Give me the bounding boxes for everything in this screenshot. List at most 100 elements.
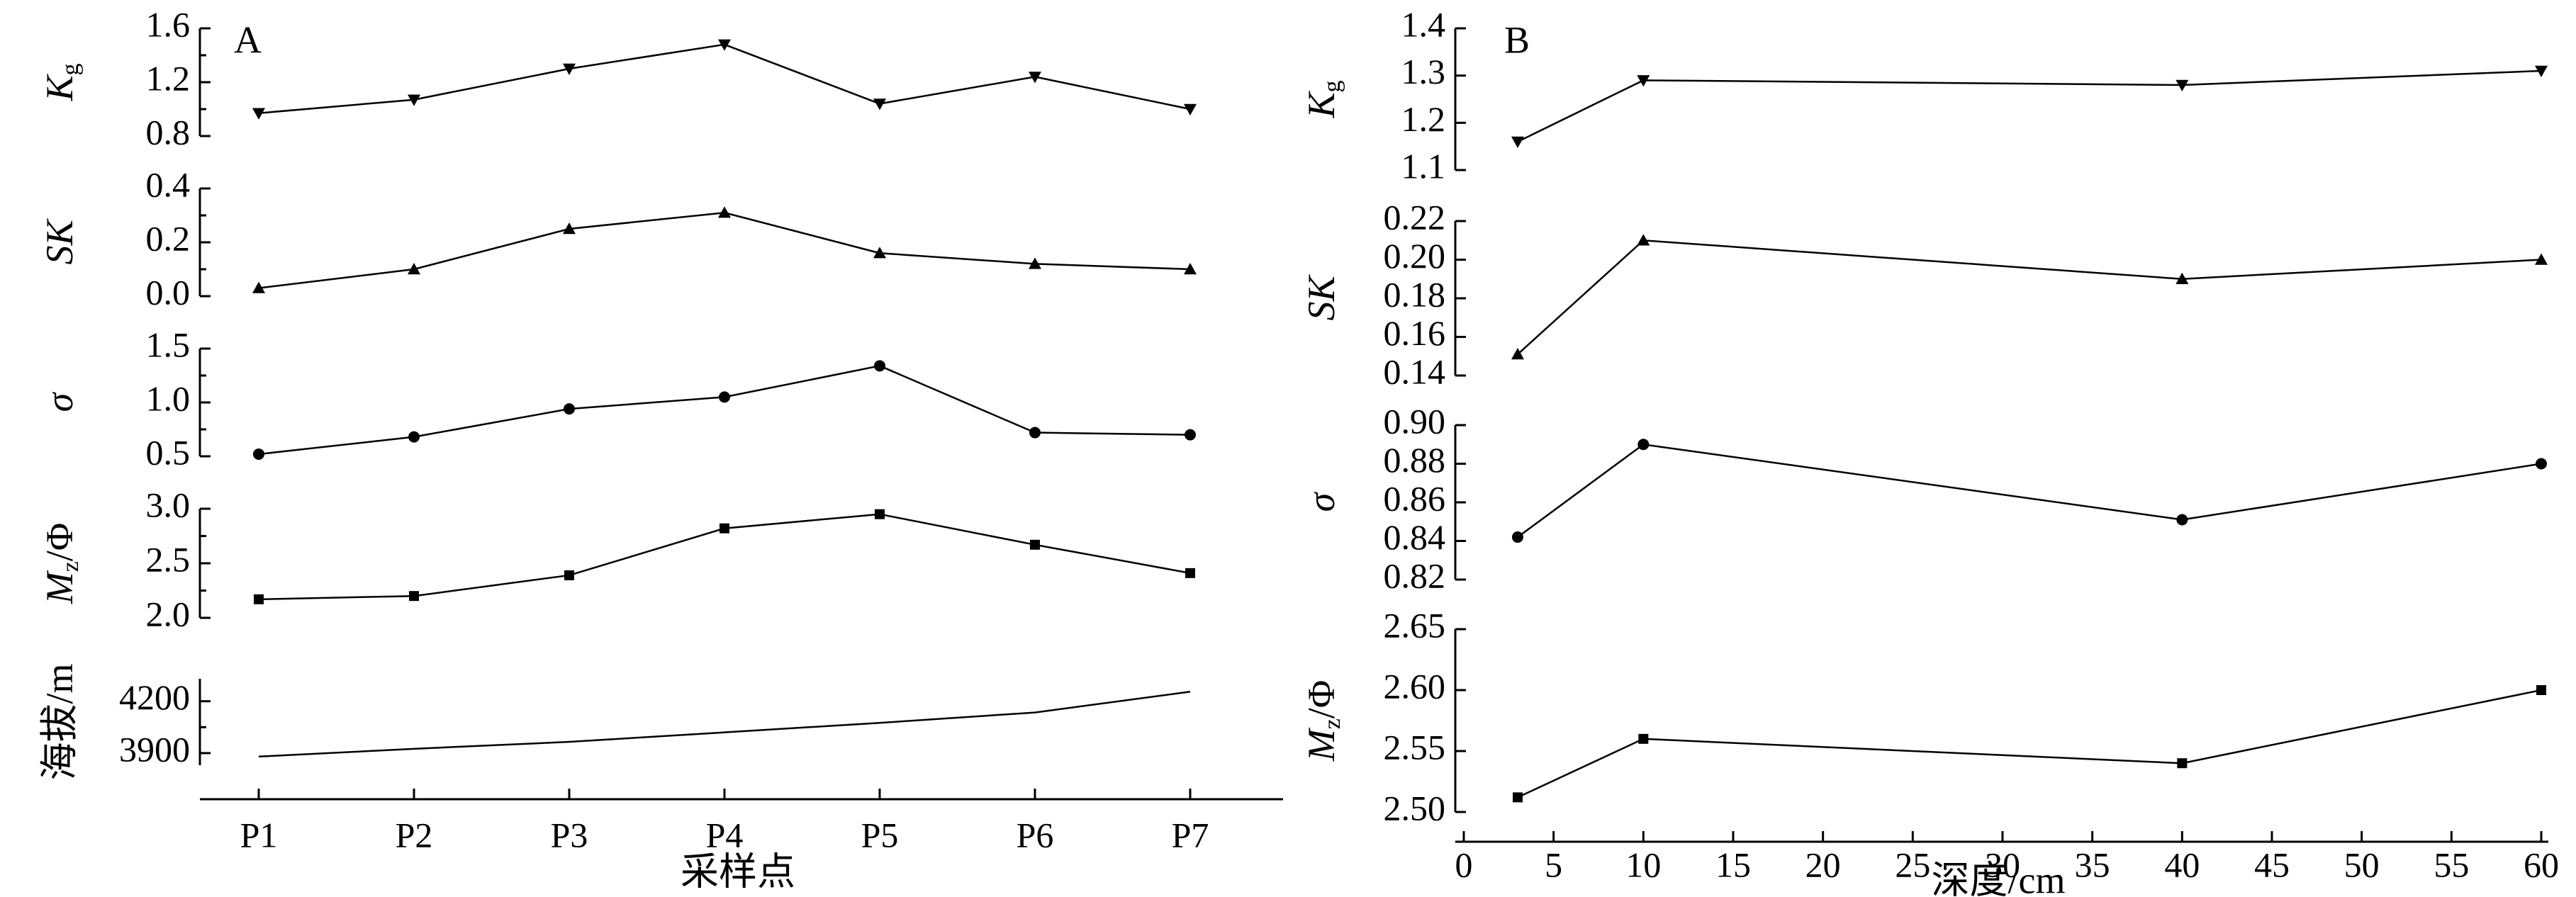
data-point [718,206,731,218]
y-axis-label-main: K [1300,91,1343,119]
y-tick-label: 2.60 [1384,666,1446,706]
data-point [1184,103,1197,115]
y-tick-label: 0.2 [146,218,191,258]
y-axis-label-main: SK [38,218,81,265]
data-point [252,281,265,293]
series-line [258,43,1191,114]
x-axis-label: 深度/cm [1932,859,2066,897]
data-point [718,39,731,51]
y-tick-label: 2.55 [1384,727,1446,767]
x-tick-label: 55 [2434,845,2469,884]
y-tick-label: 4200 [119,677,190,717]
data-point [1637,439,1650,451]
panel-letter: A [234,18,262,61]
subplot: 2.0 2.5 3.0 Mz/Φ [38,485,1195,633]
y-axis-label-suffix: /Φ [1300,680,1343,718]
x-tick-label: P3 [551,815,588,854]
series-line [1517,689,2542,799]
data-point [254,594,264,604]
data-point [1029,427,1041,439]
y-tick-label: 1.6 [146,4,191,44]
x-tick-label: P1 [240,815,278,854]
data-point [1511,136,1524,148]
data-point [2535,253,2548,265]
x-axis: P1 P2 P3 P4 P5 P6 P7 采样点 [200,789,1283,893]
data-point [2536,458,2547,470]
data-point [1185,568,1195,578]
data-point [873,247,886,259]
x-tick-label: 60 [2524,845,2559,884]
y-tick-label: 2.50 [1384,788,1446,828]
series-line [258,211,1191,289]
x-tick-label: P5 [861,815,899,854]
data-point [1512,531,1523,543]
subplot: 0.820.840.860.880.90 σ [1300,401,2547,595]
data-point [1029,72,1041,84]
y-tick-label: 1.0 [146,378,191,418]
y-axis-label-subscript: z [1319,718,1345,729]
subplot: 3900 4200 海拔/m [38,663,1191,781]
data-point [564,570,574,580]
data-point [875,509,885,519]
series-line [258,365,1191,456]
series-line [258,691,1191,758]
y-tick-label: 0.22 [1384,197,1446,237]
y-axis-label-subscript: z [57,561,84,572]
data-point [719,523,729,534]
panel-b: B 1.1 1.2 1.3 1.4 Kg 0.140.160.180.200.22 SK 0.8… [1300,4,2559,897]
y-tick-label: 3900 [119,729,190,769]
data-point [408,94,420,106]
data-point [563,63,576,75]
data-point [1029,257,1041,269]
series-line [1517,69,2542,143]
y-tick-label: 0.88 [1384,440,1446,480]
data-point [1185,429,1196,441]
y-tick-label: 1.2 [146,58,191,98]
data-point [2175,79,2189,91]
y-tick-label: 2.5 [146,539,191,579]
y-axis-label-main: K [38,74,81,102]
y-tick-label: 0.90 [1384,401,1446,441]
y-axis-label: SK [38,218,81,265]
data-point [1511,348,1524,360]
y-axis-label: Kg [1300,80,1345,118]
data-point [719,391,730,403]
y-tick-label: 1.2 [1401,99,1446,139]
x-tick-label: 40 [2164,845,2200,884]
subplot: 1.1 1.2 1.3 1.4 Kg [1300,4,2548,186]
y-tick-label: 0.86 [1384,478,1446,518]
data-point [1637,234,1650,246]
y-axis-label: SK [1300,274,1343,321]
data-point [1638,733,1649,744]
x-axis-label: 采样点 [681,850,795,893]
data-point [1184,263,1197,275]
y-tick-label: 0.14 [1384,351,1446,391]
data-point [564,403,575,415]
x-tick-label: 30 [1985,845,2020,884]
y-axis-label-main: M [1300,727,1343,762]
data-point [408,263,420,275]
y-axis-label-subscript: g [1319,80,1345,92]
subplot: 2.50 2.55 2.60 2.65 Mz/Φ [1300,605,2546,828]
x-tick-label: 50 [2344,845,2380,884]
y-tick-label: 0.0 [146,272,191,312]
x-tick-label: 25 [1895,845,1930,884]
data-point [2177,758,2188,769]
x-tick-label: 15 [1715,845,1751,884]
y-tick-label: 0.4 [146,164,191,204]
x-tick-label: 0 [1455,845,1473,884]
data-point [2536,685,2546,695]
data-point [1637,75,1650,87]
data-point [2175,272,2189,284]
data-point [408,431,420,443]
series-line [1517,443,2542,538]
x-tick-label: 35 [2075,845,2110,884]
x-tick-label: P7 [1172,815,1209,854]
subplot: 0.0 0.2 0.4 SK [38,164,1197,312]
y-axis-label-main: M [38,570,81,604]
y-axis-label-main: σ [1300,491,1343,512]
x-tick-label: P6 [1017,815,1054,854]
y-tick-label: 1.5 [146,325,191,364]
subplot: 0.5 1.0 1.5 σ [38,325,1196,472]
y-axis-label: σ [1300,491,1343,512]
